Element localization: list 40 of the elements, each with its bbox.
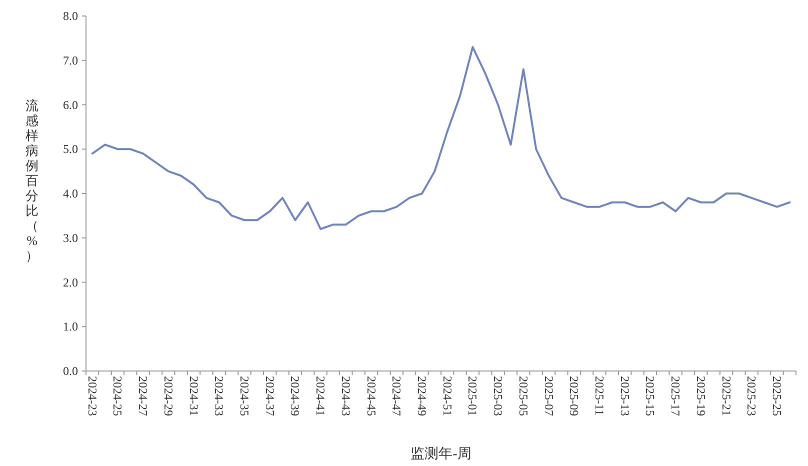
y-tick-label: 0.0 bbox=[63, 364, 78, 378]
x-tick-label: 2025-05 bbox=[516, 376, 530, 416]
y-tick-label: 4.0 bbox=[63, 186, 78, 200]
x-tick-label: 2024-37 bbox=[262, 376, 277, 416]
y-tick-label: 5.0 bbox=[63, 142, 78, 156]
x-tick-label: 2025-11 bbox=[592, 376, 606, 416]
x-tick-label: 2024-29 bbox=[161, 376, 176, 416]
x-tick-label: 2024-45 bbox=[364, 376, 378, 416]
x-tick-label: 2025-13 bbox=[618, 376, 632, 416]
y-tick-label: 2.0 bbox=[63, 275, 78, 290]
x-tick-label: 2025-07 bbox=[542, 376, 556, 416]
x-tick-label: 2025-15 bbox=[643, 376, 658, 416]
x-axis-title: 监测年-周 bbox=[410, 446, 472, 462]
x-tick-label: 2025-23 bbox=[744, 376, 759, 416]
x-tick-label: 2024-41 bbox=[314, 376, 328, 416]
x-tick-label: 2024-35 bbox=[237, 376, 252, 416]
y-tick-label: 8.0 bbox=[63, 9, 78, 23]
y-tick-label: 3.0 bbox=[63, 230, 78, 245]
x-tick-label: 2024-25 bbox=[110, 376, 125, 416]
x-tick-label: 2024-43 bbox=[338, 376, 353, 416]
x-tick-label: 2024-49 bbox=[414, 376, 429, 416]
x-tick-label: 2024-31 bbox=[186, 376, 201, 416]
x-tick-label: 2025-19 bbox=[694, 376, 708, 416]
x-tick-label: 2025-03 bbox=[491, 376, 506, 416]
x-tick-label: 2025-01 bbox=[466, 376, 480, 416]
x-tick-label: 2024-27 bbox=[136, 376, 150, 416]
y-tick-label: 7.0 bbox=[63, 53, 78, 68]
x-tick-label: 2025-09 bbox=[567, 376, 582, 416]
text: 流感样病例百分比（%） bbox=[26, 98, 38, 263]
x-tick-label: 2024-51 bbox=[440, 376, 454, 416]
x-tick-label: 2025-21 bbox=[719, 376, 734, 416]
x-tick-label: 2024-47 bbox=[390, 376, 404, 416]
x-tick-label: 2025-25 bbox=[770, 376, 784, 416]
y-tick-label: 6.0 bbox=[63, 98, 78, 112]
x-tick-label: 2024-39 bbox=[288, 376, 302, 416]
y-tick-label: 1.0 bbox=[63, 320, 78, 334]
x-tick-label: 2024-23 bbox=[85, 376, 100, 416]
x-tick-label: 2024-33 bbox=[212, 376, 226, 416]
x-tick-label: 2025-17 bbox=[668, 376, 683, 416]
line-series bbox=[91, 46, 791, 230]
